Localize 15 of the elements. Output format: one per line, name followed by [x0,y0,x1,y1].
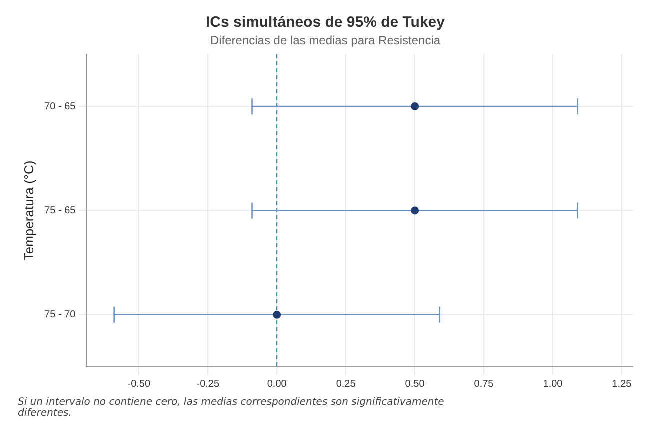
chart-subtitle: Diferencias de las medias para Resistencia [210,34,441,48]
x-tick-label: 1.00 [543,378,564,390]
y-tick-label: 70 - 65 [44,101,76,112]
x-tick-label: 0.25 [336,378,356,390]
x-tick-label: 0.50 [405,378,426,390]
y-tick-label: 75 - 65 [44,205,76,216]
y-axis-title: Temperatura (°C) [21,160,36,261]
x-tick-label: -0.25 [196,378,220,390]
x-tick-label: 1.25 [612,378,632,390]
y-tick-label: 75 - 70 [44,310,76,321]
x-tick-label: -0.50 [128,378,151,390]
x-tick-label: 0.75 [474,378,494,390]
x-tick-label: 0.00 [267,378,288,390]
text: Si un intervalo no contiene cero, las medias correspondientes son significativamente diferentes. [17,396,446,419]
chart-title: ICs simultáneos de 95% de Tukey [206,14,446,32]
